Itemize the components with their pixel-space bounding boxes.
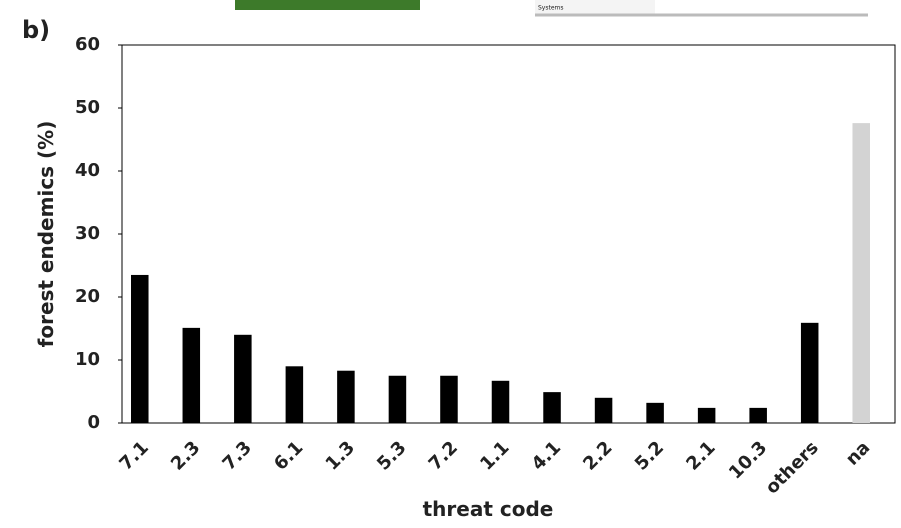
bar: [749, 407, 767, 423]
y-tick-label: 60: [75, 34, 100, 55]
y-tick-label: 10: [75, 349, 100, 370]
y-tick-label: 50: [75, 97, 100, 118]
bar: [337, 370, 355, 423]
bar: [388, 375, 407, 423]
y-tick-label: 0: [87, 412, 100, 433]
x-tick-label: 5.2: [631, 437, 668, 474]
bar: [440, 375, 458, 423]
bar: [594, 397, 613, 423]
panel-label: b): [22, 16, 50, 44]
x-tick-label: 5.3: [373, 437, 410, 474]
bar: [131, 274, 149, 423]
cropped-panel: [535, 0, 655, 14]
cropped-text: Systems: [538, 5, 564, 12]
x-tick-label: 4.1: [528, 437, 565, 474]
x-tick-label: 2.3: [167, 437, 204, 474]
x-tick-label: 2.1: [682, 437, 719, 474]
x-tick-label: 10.3: [725, 437, 771, 483]
bar: [543, 392, 561, 423]
bar: [491, 380, 510, 423]
bar: [697, 407, 716, 423]
bar: [182, 327, 201, 423]
x-tick-label: 2.2: [579, 437, 616, 474]
bar: [285, 366, 304, 423]
cropped-image: [235, 0, 420, 10]
bar: [646, 402, 664, 423]
bar: [800, 322, 819, 423]
x-tick-label: 1.3: [322, 437, 359, 474]
x-tick-label: others: [762, 437, 823, 498]
y-tick-label: 40: [75, 160, 100, 181]
x-tick-label: 7.2: [425, 437, 462, 474]
y-axis-title: forest endemics (%): [34, 121, 58, 348]
x-tick-label: 7.1: [115, 437, 152, 474]
y-tick-label: 20: [75, 286, 100, 307]
x-tick-label: 1.1: [476, 437, 513, 474]
y-tick-label: 30: [75, 223, 100, 244]
bar: [234, 334, 252, 423]
x-tick-label: 6.1: [270, 437, 307, 474]
x-tick-label: 7.3: [219, 437, 256, 474]
x-axis-title: threat code: [423, 497, 554, 521]
x-tick-label: na: [842, 437, 875, 470]
bar: [852, 123, 870, 424]
